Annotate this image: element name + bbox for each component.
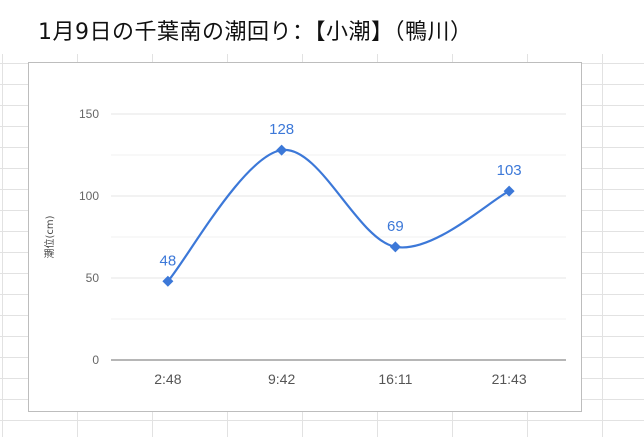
data-label: 103 [497,162,522,179]
x-tick-label: 2:48 [154,371,181,387]
data-point-marker [162,275,174,287]
x-tick-label: 9:42 [268,371,295,387]
x-tick-label: 16:11 [378,371,412,387]
data-label: 69 [387,218,404,235]
chart-container[interactable]: 0 50 100 150 潮位(cm) 2:48 9:42 16:11 21:43 48 128 69… [28,62,582,412]
data-point-marker [276,144,288,156]
data-label: 128 [269,121,294,138]
y-axis-title: 潮位(cm) [43,215,56,258]
y-tick-label: 100 [79,189,99,203]
line-chart: 0 50 100 150 潮位(cm) 2:48 9:42 16:11 21:43 48 128 69… [43,107,566,387]
data-label: 48 [160,252,177,269]
data-point-marker [503,185,515,197]
series-line [167,148,510,282]
y-tick-label: 150 [79,107,99,121]
data-point-marker [389,241,401,253]
title-cell[interactable]: 1月9日の千葉南の潮回り：【小潮】（鴨川） [0,0,644,54]
y-tick-label: 50 [86,271,100,285]
y-tick-label: 0 [92,353,99,367]
page-title: 1月9日の千葉南の潮回り：【小潮】（鴨川） [38,20,473,45]
x-tick-label: 21:43 [492,371,527,387]
